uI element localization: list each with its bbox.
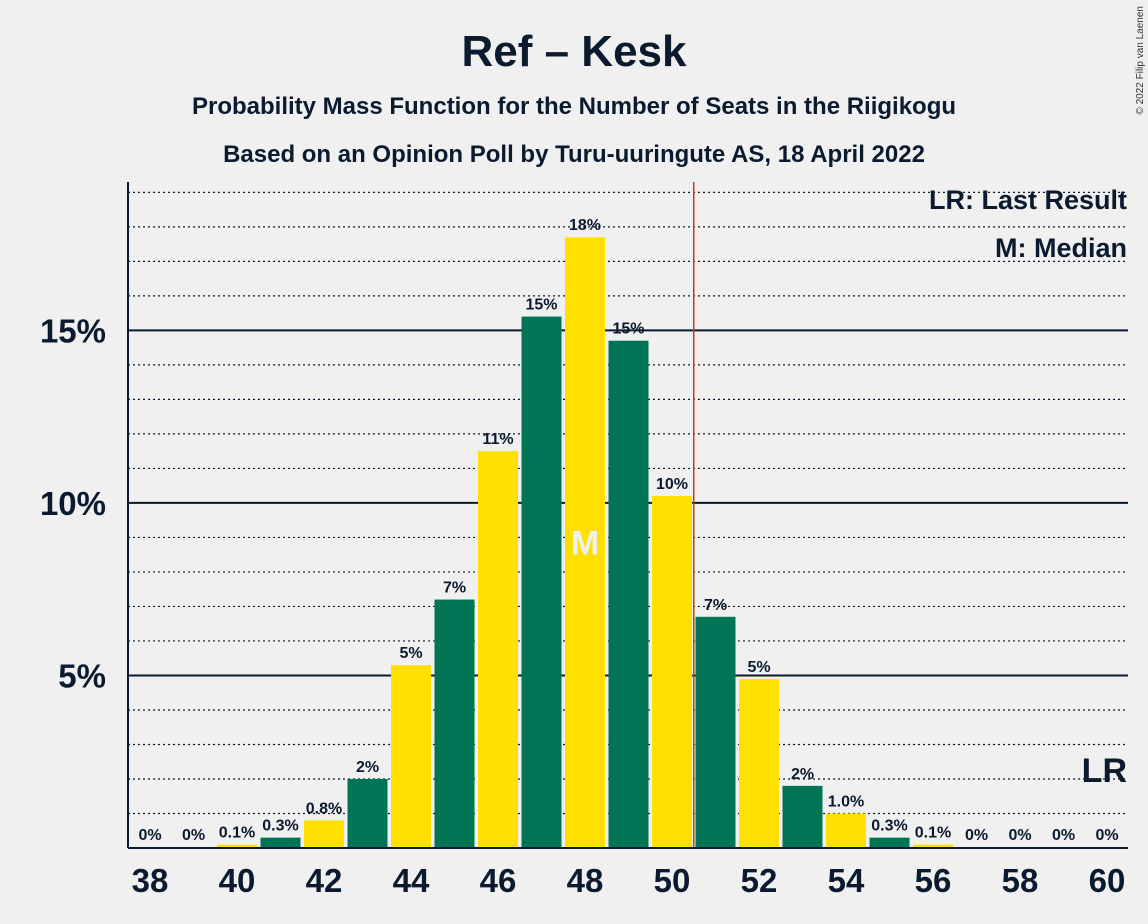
data-label: 0.8% xyxy=(306,800,342,817)
axes: 5% 10% 15% 38 40 42 44 46 48 50 52 54 56 58 60 xyxy=(40,182,1128,899)
bar-seats-54 xyxy=(826,813,866,848)
x-tick-label: 48 xyxy=(567,862,604,899)
x-tick-label: 52 xyxy=(741,862,778,899)
data-label: 15% xyxy=(525,297,557,314)
x-tick-label: 38 xyxy=(132,862,169,899)
chart-title: Ref – Kesk xyxy=(461,27,687,76)
legend-last-result: LR: Last Result xyxy=(929,185,1127,215)
data-label: 7% xyxy=(443,580,466,597)
bar-seats-53 xyxy=(782,785,823,848)
data-label: 0% xyxy=(965,827,988,844)
data-label: 0.3% xyxy=(871,818,907,835)
data-label: 11% xyxy=(482,431,513,448)
bar-seats-51 xyxy=(695,616,736,848)
bar-seats-46 xyxy=(478,451,518,848)
data-label: 15% xyxy=(612,321,644,338)
data-label: 7% xyxy=(704,597,727,614)
credit: © 2022 Filip van Laenen xyxy=(1135,6,1146,115)
bar-seats-45 xyxy=(434,599,475,848)
bar-seats-52 xyxy=(739,678,779,848)
x-tick-label: 56 xyxy=(915,862,952,899)
x-tick-label: 40 xyxy=(219,862,256,899)
bar-seats-40 xyxy=(217,844,257,848)
bars xyxy=(217,237,953,849)
data-label: 2% xyxy=(791,766,814,783)
chart-source: Based on an Opinion Poll by Turu-uuringu… xyxy=(223,141,925,168)
data-label: 1.0% xyxy=(828,793,864,810)
bar-seats-56 xyxy=(913,844,953,848)
data-label: 18% xyxy=(569,217,601,234)
bar-seats-49 xyxy=(608,340,649,848)
data-label: 0% xyxy=(1008,827,1031,844)
data-label: 5% xyxy=(747,659,770,676)
bar-seats-48 xyxy=(565,237,605,849)
x-tick-label: 54 xyxy=(828,862,865,899)
data-label: 2% xyxy=(356,759,379,776)
data-label: 0.3% xyxy=(262,818,298,835)
bar-seats-41 xyxy=(260,837,301,848)
x-tick-label: 58 xyxy=(1002,862,1039,899)
data-label: 0.1% xyxy=(219,825,255,842)
y-tick-label: 15% xyxy=(40,312,106,349)
bar-seats-44 xyxy=(391,665,431,848)
data-label: 0% xyxy=(182,827,205,844)
data-label: 0.1% xyxy=(915,825,951,842)
median-marker: M xyxy=(571,525,599,563)
x-tick-label: 60 xyxy=(1089,862,1126,899)
y-tick-label: 5% xyxy=(58,657,106,694)
data-label: 10% xyxy=(656,476,688,493)
bar-seats-42 xyxy=(304,820,344,848)
data-label: 0% xyxy=(1095,827,1118,844)
data-label: 5% xyxy=(399,645,422,662)
data-labels: 0% 0% 0.1% 0.3% 0.8% 2% 5% 7% 11% 15% 18% 15% 10% 7% 5… xyxy=(138,217,1127,844)
x-tick-label: 50 xyxy=(654,862,691,899)
last-result-marker: LR xyxy=(1082,752,1127,790)
bar-seats-55 xyxy=(869,837,910,848)
bar-seats-43 xyxy=(347,778,388,848)
x-tick-label: 42 xyxy=(306,862,343,899)
legend-median: M: Median xyxy=(995,233,1127,263)
x-tick-label: 46 xyxy=(480,862,517,899)
x-tick-label: 44 xyxy=(393,862,430,899)
bar-seats-47 xyxy=(521,316,562,848)
data-label: 0% xyxy=(1052,827,1075,844)
data-label: 0% xyxy=(138,827,161,844)
y-tick-label: 10% xyxy=(40,485,106,522)
bar-seats-50 xyxy=(652,496,692,848)
chart-subtitle: Probability Mass Function for the Number… xyxy=(192,93,956,120)
